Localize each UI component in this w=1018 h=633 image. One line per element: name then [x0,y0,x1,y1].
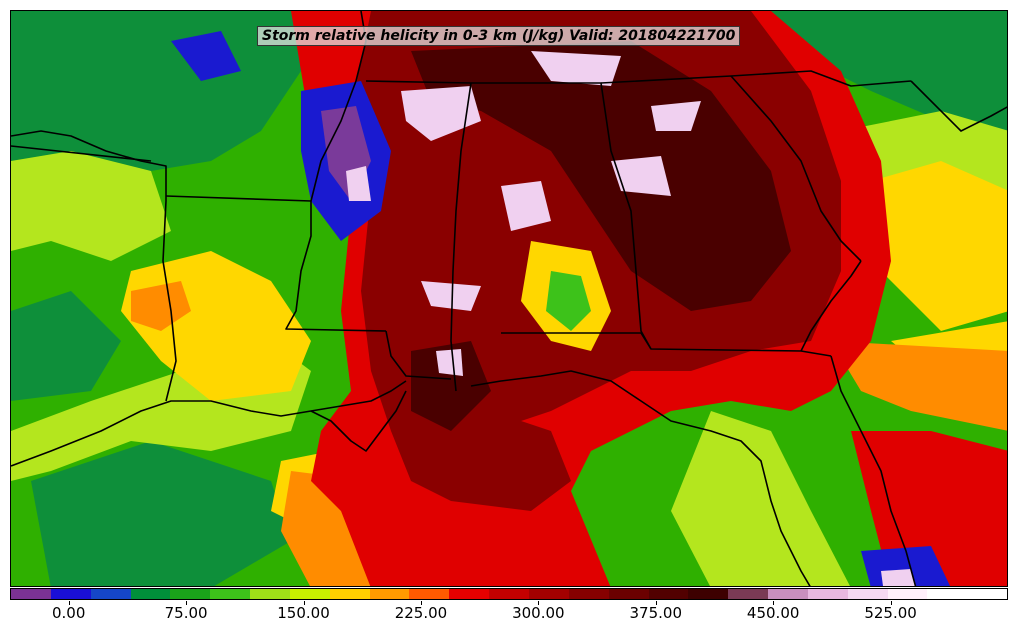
colorbar-tick [420,601,422,605]
colorbar-segment [648,589,689,599]
colorbar-tick-label: 525.00 [864,604,917,622]
field-maroon-core-s [411,341,491,431]
field-orange-se [831,341,1007,431]
colorbar-tick [68,601,70,605]
field-red-se [851,431,1007,586]
colorbar-segment [728,589,769,599]
colorbar-tick-label: 225.00 [394,604,448,622]
colorbar-segment [528,589,569,599]
field-pink-3 [651,101,701,131]
colorbar-tick-label: 450.00 [746,604,800,622]
field-yellow-green-2 [671,411,850,586]
field-dark-green-nw [11,11,311,171]
colorbar-segment [409,589,450,599]
colorbar-segment [807,589,848,599]
colorbar-tick-label: 0.00 [52,604,86,622]
colorbar-tick [538,601,540,605]
colorbar-segment [847,589,888,599]
field-dark-green-w [11,291,121,401]
field-yellow-green-4 [11,151,171,261]
colorbar-tick-label: 150.00 [277,604,330,622]
field-pink-7 [346,166,371,201]
colorbar-segment [967,589,1008,599]
field-pink-8 [436,349,463,376]
colorbar-tick [890,601,892,605]
field-pink-2 [531,51,621,86]
colorbar-segment [887,589,928,599]
colorbar-segment [90,589,131,599]
field-pink-1 [401,86,481,141]
colorbar-segment [210,589,251,599]
colorbar-segment [927,589,968,599]
colorbar-tick-label: 375.00 [629,604,683,622]
colorbar-segment [449,589,490,599]
colorbar-segment [130,589,171,599]
colorbar-segment [170,589,211,599]
field-pink-5 [421,281,481,311]
field-blue-nw [171,31,241,81]
colorbar-segment [489,589,529,599]
colorbar-segment [688,589,729,599]
colorbar-segment [768,589,808,599]
colorbar-segment [250,589,290,599]
colorbar-tick [186,601,188,605]
field-orange-w [131,281,191,331]
field-pink-4 [501,181,551,231]
field-dark-red-gulf [391,411,571,511]
field-dark-green-ne [771,11,1007,131]
field-green-pocket [546,271,591,331]
colorbar-segment [329,589,370,599]
colorbar-labels: 0.00 75.00 150.00 225.00 300.00 375.00 450.00 5… [10,601,1008,625]
map-canvas [11,11,1007,586]
colorbar-tick-label: 300.00 [512,604,565,622]
colorbar-segment [50,589,91,599]
field-dark-green-sw [31,441,291,586]
field-pink-9 [881,569,916,586]
colorbar-tick [655,601,657,605]
field-yellow-e [871,161,1007,331]
colorbar-tick [303,601,305,605]
colorbar-segment [369,589,410,599]
colorbar-segment [568,589,609,599]
helicity-map: Storm relative helicity in 0-3 km (J/kg)… [10,10,1008,587]
colorbar-segment [289,589,330,599]
field-pink-6 [611,156,671,196]
colorbar-segment [608,589,649,599]
map-title: Storm relative helicity in 0-3 km (J/kg)… [257,26,741,46]
colorbar-tick [773,601,775,605]
colorbar-segment [11,589,51,599]
colorbar-tick-label: 75.00 [164,604,208,622]
colorbar [10,588,1008,600]
